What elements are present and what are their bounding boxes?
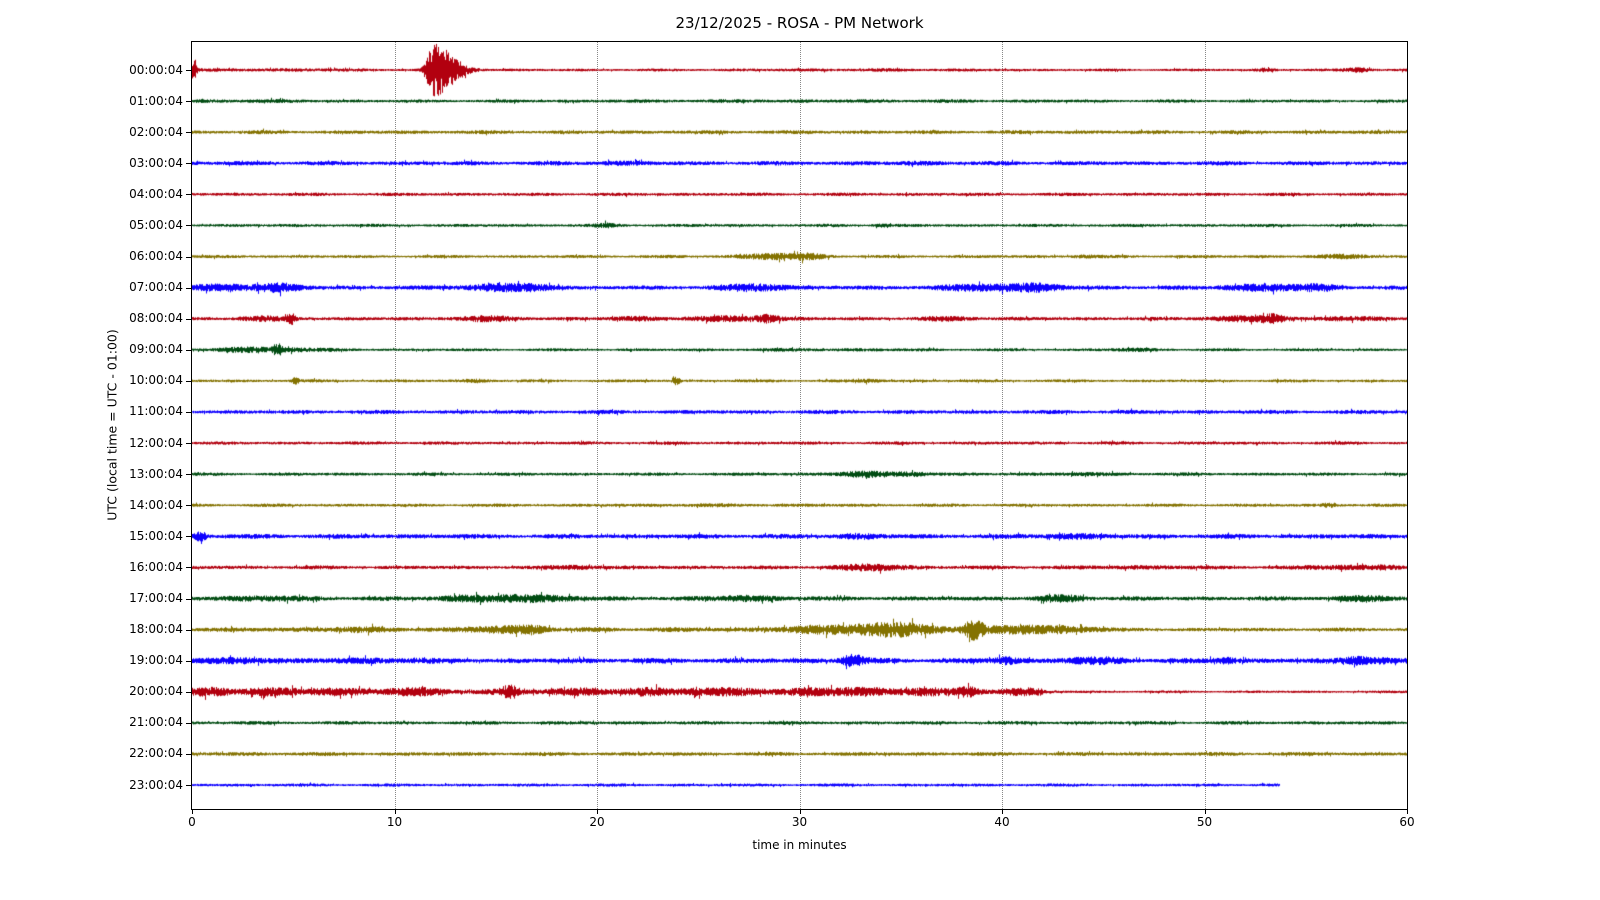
row-label-8: 08:00:04 <box>129 311 183 326</box>
x-tick-mark-40 <box>1002 810 1003 814</box>
y-tick-mark-3 <box>186 163 191 165</box>
y-tick-mark-7 <box>186 287 191 289</box>
y-tick-mark-1 <box>186 101 191 103</box>
row-label-7: 07:00:04 <box>129 280 183 295</box>
row-label-11: 11:00:04 <box>129 404 183 419</box>
y-tick-mark-2 <box>186 132 191 134</box>
row-label-6: 06:00:04 <box>129 249 183 264</box>
row-label-1: 01:00:04 <box>129 93 183 108</box>
row-label-21: 21:00:04 <box>129 715 183 730</box>
y-axis-label: UTC (local time = UTC - 01:00) <box>104 329 120 521</box>
y-tick-mark-6 <box>186 256 191 258</box>
x-axis-label: time in minutes <box>752 838 847 852</box>
y-tick-mark-19 <box>186 660 191 662</box>
y-tick-mark-21 <box>186 722 191 724</box>
row-label-5: 05:00:04 <box>129 217 183 232</box>
y-tick-mark-16 <box>186 567 191 569</box>
y-tick-mark-8 <box>186 318 191 320</box>
x-tick-label-20: 20 <box>589 815 605 829</box>
y-tick-mark-11 <box>186 411 191 413</box>
seismogram-traces-canvas <box>192 42 1407 809</box>
plot-title: 23/12/2025 - ROSA - PM Network <box>675 14 924 32</box>
row-label-18: 18:00:04 <box>129 622 183 637</box>
row-label-13: 13:00:04 <box>129 466 183 481</box>
y-tick-mark-4 <box>186 194 191 196</box>
y-tick-mark-22 <box>186 753 191 755</box>
x-tick-label-0: 0 <box>188 815 196 829</box>
y-tick-mark-0 <box>186 70 191 71</box>
x-tick-mark-10 <box>394 810 396 814</box>
row-label-4: 04:00:04 <box>129 186 183 201</box>
y-tick-mark-12 <box>186 443 191 445</box>
x-tick-mark-0 <box>192 810 193 814</box>
y-tick-mark-10 <box>186 380 191 382</box>
x-tick-label-10: 10 <box>386 815 403 829</box>
x-tick-label-60: 60 <box>1399 815 1415 829</box>
y-tick-mark-17 <box>186 598 191 600</box>
x-tick-label-50: 50 <box>1196 815 1213 829</box>
x-tick-label-40: 40 <box>994 815 1010 829</box>
row-label-14: 14:00:04 <box>129 497 183 512</box>
y-tick-mark-14 <box>186 505 191 507</box>
row-label-17: 17:00:04 <box>129 591 183 606</box>
x-tick-mark-20 <box>597 810 598 814</box>
row-label-20: 20:00:04 <box>129 684 183 699</box>
row-label-3: 03:00:04 <box>129 155 183 170</box>
row-label-12: 12:00:04 <box>129 435 183 450</box>
y-tick-mark-9 <box>186 349 191 351</box>
x-tick-mark-60 <box>1407 810 1408 814</box>
y-tick-mark-23 <box>186 785 191 787</box>
row-label-19: 19:00:04 <box>129 653 183 668</box>
row-label-22: 22:00:04 <box>129 746 183 761</box>
x-tick-mark-50 <box>1204 810 1206 814</box>
y-tick-mark-18 <box>186 629 191 631</box>
row-label-15: 15:00:04 <box>129 528 183 543</box>
x-tick-mark-30 <box>799 810 801 814</box>
y-tick-mark-20 <box>186 691 191 693</box>
y-tick-mark-15 <box>186 536 191 538</box>
row-label-16: 16:00:04 <box>129 559 183 574</box>
y-tick-mark-13 <box>186 474 191 476</box>
row-label-0: 00:00:04 <box>129 62 183 77</box>
y-tick-mark-5 <box>186 225 191 227</box>
row-label-9: 09:00:04 <box>129 342 183 357</box>
x-tick-label-30: 30 <box>791 815 808 829</box>
row-label-23: 23:00:04 <box>129 777 183 792</box>
row-label-2: 02:00:04 <box>129 124 183 139</box>
row-label-10: 10:00:04 <box>129 373 183 388</box>
